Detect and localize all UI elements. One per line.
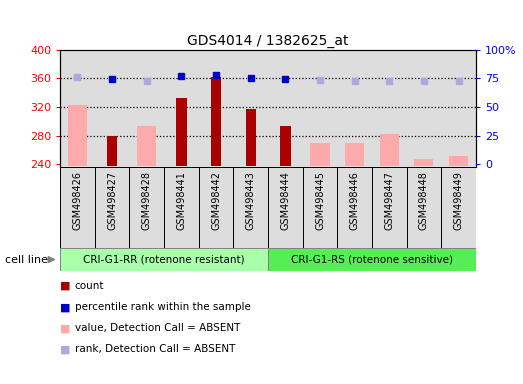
Text: ■: ■ xyxy=(60,302,71,312)
Text: GSM498445: GSM498445 xyxy=(315,171,325,230)
Bar xyxy=(311,143,329,166)
Bar xyxy=(176,98,187,166)
Bar xyxy=(245,109,256,166)
Bar xyxy=(280,126,291,166)
Text: ■: ■ xyxy=(60,344,71,354)
Title: GDS4014 / 1382625_at: GDS4014 / 1382625_at xyxy=(187,33,349,48)
Text: CRI-G1-RS (rotenone sensitive): CRI-G1-RS (rotenone sensitive) xyxy=(291,255,453,265)
Text: ■: ■ xyxy=(60,323,71,333)
Bar xyxy=(449,156,468,166)
Bar xyxy=(380,134,399,166)
Text: GSM498447: GSM498447 xyxy=(384,171,394,230)
Text: GSM498446: GSM498446 xyxy=(350,171,360,230)
Text: count: count xyxy=(75,281,104,291)
Bar xyxy=(414,159,434,166)
Text: percentile rank within the sample: percentile rank within the sample xyxy=(75,302,251,312)
Text: GSM498441: GSM498441 xyxy=(176,171,186,230)
Bar xyxy=(68,105,87,166)
Bar xyxy=(107,136,117,166)
Text: GSM498428: GSM498428 xyxy=(142,171,152,230)
Bar xyxy=(268,248,476,271)
Text: GSM498426: GSM498426 xyxy=(73,171,83,230)
Text: GSM498448: GSM498448 xyxy=(419,171,429,230)
Text: ■: ■ xyxy=(60,281,71,291)
Bar xyxy=(211,77,221,166)
Text: GSM498449: GSM498449 xyxy=(453,171,463,230)
Bar xyxy=(345,143,364,166)
Text: GSM498442: GSM498442 xyxy=(211,171,221,230)
Text: GSM498444: GSM498444 xyxy=(280,171,290,230)
Text: GSM498427: GSM498427 xyxy=(107,171,117,230)
Bar xyxy=(137,126,156,166)
Text: CRI-G1-RR (rotenone resistant): CRI-G1-RR (rotenone resistant) xyxy=(83,255,245,265)
Text: GSM498443: GSM498443 xyxy=(246,171,256,230)
Text: cell line: cell line xyxy=(5,255,48,265)
Text: rank, Detection Call = ABSENT: rank, Detection Call = ABSENT xyxy=(75,344,235,354)
Bar xyxy=(60,248,268,271)
Text: value, Detection Call = ABSENT: value, Detection Call = ABSENT xyxy=(75,323,240,333)
